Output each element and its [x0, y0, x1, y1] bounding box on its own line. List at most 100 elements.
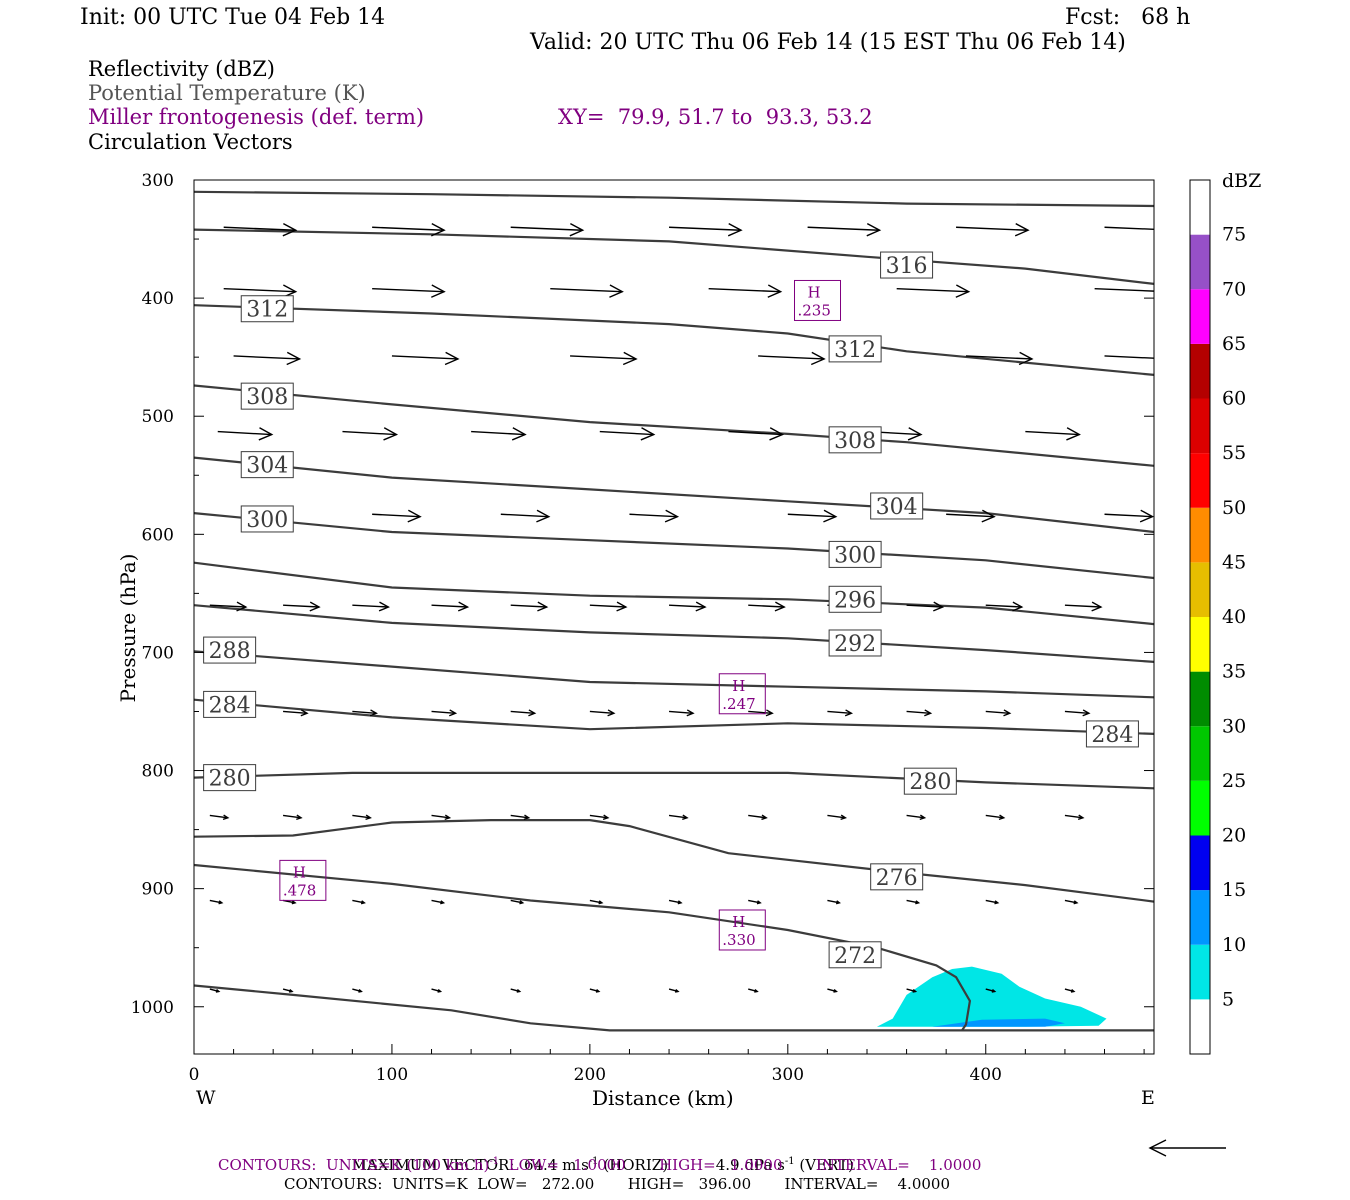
- isentrope-label-box: [828, 629, 882, 657]
- circulation-vector-head: [924, 709, 933, 717]
- isentrope-label: 308: [246, 385, 288, 410]
- footer-contours-fronto: CONTOURS: UNITS=K (100 km h)-1 LOW= 1.00…: [218, 1156, 981, 1174]
- isentrope-line: [194, 650, 1154, 699]
- colorbar-tick-label: 20: [1222, 825, 1246, 847]
- frontogenesis-max-box: [718, 673, 766, 715]
- circulation-vector-head: [602, 814, 610, 821]
- y-tick-label: 800: [142, 762, 174, 782]
- colorbar-frame: [1189, 179, 1211, 1055]
- colorbar-segment: [1190, 999, 1210, 1054]
- circulation-vector-head: [300, 709, 309, 717]
- colorbar-tick-label: 70: [1222, 278, 1246, 300]
- circulation-vector: [668, 899, 682, 904]
- isentrope-label: 296: [834, 588, 876, 613]
- circulation-vector-head: [1066, 427, 1081, 441]
- circulation-vector-head: [569, 223, 585, 237]
- maxvec-horiz: 64.4 m s: [523, 1156, 589, 1174]
- circulation-vector: [209, 814, 228, 819]
- colorbar-tick-label: 10: [1222, 934, 1246, 956]
- circulation-vector-head: [907, 427, 923, 441]
- circulation-vector: [629, 513, 678, 518]
- isentrope-label-box: [240, 505, 294, 533]
- circulation-vector: [372, 226, 445, 231]
- circulation-vector: [985, 604, 1022, 608]
- circulation-vector-head: [286, 351, 302, 366]
- colorbar-segment: [1190, 780, 1210, 836]
- circulation-vector-head: [991, 988, 997, 993]
- circulation-vector-head: [449, 709, 458, 717]
- colorbar-tick-label: 55: [1222, 442, 1246, 464]
- circulation-vector: [1104, 513, 1153, 518]
- circulation-vector: [965, 355, 1032, 360]
- circulation-vector: [1104, 355, 1154, 359]
- colorbar-tick-label: 35: [1222, 661, 1246, 683]
- circulation-vector: [1094, 287, 1154, 292]
- isentrope-label: 300: [834, 543, 876, 568]
- y-tick-label: 1000: [131, 998, 174, 1018]
- circulation-vector: [985, 899, 998, 904]
- circulation-vector-head: [919, 814, 927, 821]
- plot-frame: [193, 179, 1155, 1055]
- field-vectors: Circulation Vectors: [88, 130, 293, 154]
- circulation-vector-head: [215, 988, 221, 993]
- y-axis-title: Pressure (hPa): [116, 553, 140, 703]
- isentrope-line: [194, 512, 1154, 580]
- colorbar-tick-label: 25: [1222, 770, 1246, 792]
- circulation-vector-head: [378, 601, 390, 612]
- circulation-vector: [827, 710, 852, 714]
- isentrope-label: 312: [246, 298, 288, 323]
- isentrope-line: [194, 771, 1154, 790]
- contours-fronto-exp: -1: [489, 1156, 500, 1167]
- colorbar-segment: [1190, 343, 1210, 399]
- maxvec-label: MAXIMUM VECTOR:: [351, 1156, 515, 1174]
- circulation-vector: [758, 355, 825, 360]
- circulation-vector-head: [1018, 351, 1034, 366]
- circulation-vector-head: [1073, 900, 1079, 905]
- field-miller: Miller frontogenesis (def. term): [88, 105, 425, 129]
- isentrope-label-box: [828, 335, 882, 363]
- circulation-vector-head: [1139, 509, 1154, 523]
- circulation-vector: [669, 604, 706, 608]
- circulation-vector-head: [640, 427, 656, 441]
- circulation-vector: [217, 430, 272, 436]
- y-tick-label: 900: [142, 880, 174, 900]
- circulation-vector-head: [383, 427, 399, 441]
- circulation-vector: [985, 814, 1004, 819]
- circulation-vector-head: [866, 223, 882, 237]
- circulation-vector: [599, 430, 654, 436]
- colorbar-segment: [1190, 398, 1210, 454]
- isentrope-label-layer: 3163123123083083043043003002962922882842…: [203, 251, 1139, 969]
- forecast-hour: Fcst: 68 h: [1065, 5, 1191, 30]
- circulation-vector-head: [236, 601, 248, 612]
- circulation-vector: [209, 899, 222, 904]
- colorbar-tick-label: 60: [1222, 388, 1246, 410]
- circulation-vector: [668, 814, 688, 819]
- colorbar-title: dBZ: [1222, 170, 1262, 192]
- isentrope-layer: [194, 190, 1154, 1032]
- circulation-vector: [431, 899, 444, 904]
- x-tick-label: 300: [772, 1065, 804, 1085]
- circulation-vector-head: [1091, 601, 1103, 612]
- frontogenesis-max-box: [794, 279, 842, 321]
- circulation-vector-head: [437, 988, 443, 993]
- circulation-vector: [570, 355, 637, 360]
- circulation-vector-head: [695, 601, 707, 612]
- x-axis-west-label: W: [196, 1087, 216, 1109]
- circulation-vector: [282, 814, 302, 819]
- circulation-vector: [233, 355, 300, 360]
- circulation-vector-head: [767, 284, 783, 298]
- circulation-vector: [352, 710, 377, 714]
- circulation-vector: [352, 604, 389, 608]
- circulation-vector: [589, 604, 626, 608]
- x-tick-label: 0: [189, 1065, 200, 1085]
- circulation-vector: [807, 226, 880, 231]
- isentrope-line: [194, 190, 1154, 208]
- axis-layer: 300 400 500 600 700 800 900 1000 0 100 200 300 400: [131, 171, 1154, 1085]
- circulation-vector-head: [1082, 709, 1091, 717]
- circulation-vector-head: [682, 814, 689, 821]
- circulation-vector-head: [609, 284, 624, 298]
- colorbar-tick-label: 45: [1222, 551, 1246, 573]
- colorbar-segment: [1190, 562, 1210, 617]
- y-tick-label: 300: [142, 171, 174, 191]
